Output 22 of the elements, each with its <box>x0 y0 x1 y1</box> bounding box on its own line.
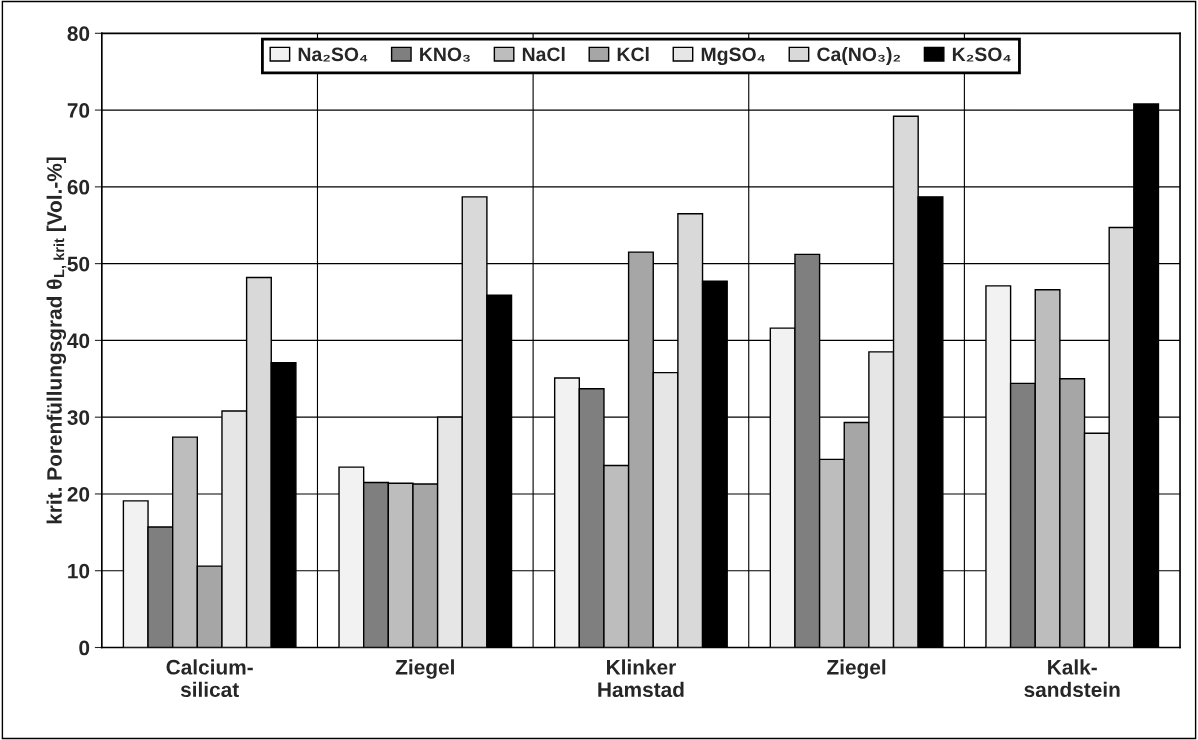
y-tick-label: 20 <box>67 486 90 502</box>
y-axis-title: krit. Porenfüllungsgrad θL, krit [Vol.-%] <box>46 157 67 524</box>
y-tick-label: 60 <box>67 179 90 195</box>
y-tick-label: 50 <box>67 256 90 272</box>
x-tick-label: Klinker Hamstad <box>598 659 684 698</box>
y-tick-label: 70 <box>67 103 90 118</box>
y-tick-label: 0 <box>79 640 90 656</box>
x-tick-label: Ziegel <box>395 659 454 679</box>
y-tick-label: 30 <box>67 410 90 425</box>
legend-label: K₂SO₄ <box>952 47 1011 62</box>
x-tick-label: Kalk- sandstein <box>1024 659 1120 698</box>
legend-label: KNO₃ <box>420 47 470 62</box>
y-tick-label: 40 <box>67 333 90 349</box>
x-tick-label: Calcium- silicat <box>166 659 253 698</box>
legend-label: KCl <box>617 46 649 62</box>
legend-label: MgSO₄ <box>701 47 765 66</box>
x-tick-label: Ziegel <box>827 659 886 679</box>
y-tick-label: 80 <box>67 26 90 42</box>
legend-label: NaCl <box>522 46 565 62</box>
legend-label: Na₂SO₄ <box>298 47 368 62</box>
y-tick-label: 10 <box>68 563 90 579</box>
legend-label: Ca(NO₃)₂ <box>817 46 901 66</box>
